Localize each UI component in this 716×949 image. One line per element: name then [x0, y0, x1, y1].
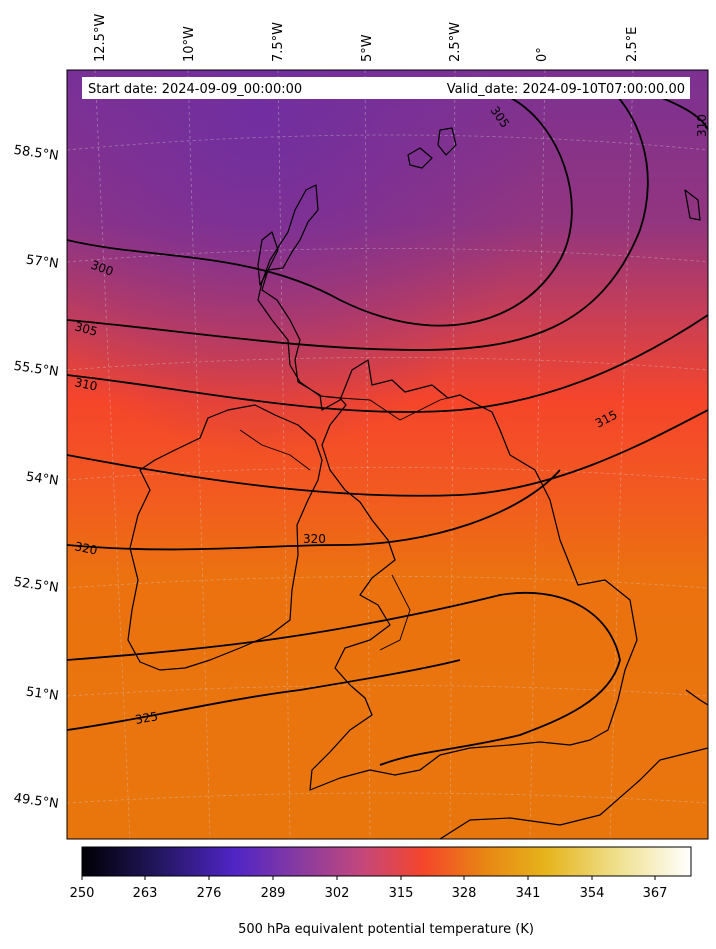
gridline-lon-12.5w	[94, 70, 131, 839]
cb-label-289: 289	[261, 886, 286, 901]
lat-label-55.5n: 55.5°N	[13, 359, 60, 380]
contour-label-310: 310	[73, 375, 98, 393]
cb-label-302: 302	[325, 886, 350, 901]
gridline-lon-5w	[364, 70, 371, 839]
lat-label-49.5n: 49.5°N	[13, 791, 60, 812]
lat-label-52.5n: 52.5°N	[13, 575, 60, 596]
map-frame	[66, 69, 709, 840]
cb-label-315: 315	[389, 886, 414, 901]
lat-label-58.5n: 58.5°N	[13, 143, 60, 164]
gridline-lon-10w	[187, 70, 211, 839]
cb-label-341: 341	[516, 886, 541, 901]
contour-label-325: 325	[134, 709, 159, 727]
borders	[239, 394, 461, 651]
coastline-orkney	[407, 147, 433, 169]
coastline-netherlands	[685, 689, 708, 706]
colorbar-strip	[81, 846, 692, 877]
field-north-shading	[67, 70, 708, 839]
header-box	[82, 77, 690, 99]
colorbar-ticks	[81, 876, 656, 880]
graticule	[67, 70, 708, 839]
cb-label-354: 354	[580, 886, 605, 901]
gridline-lat-54	[67, 467, 708, 481]
gridline-lat-57	[67, 248, 708, 263]
lat-labels: 58.5°N 57°N 55.5°N 54°N 52.5°N 51°N 49.5…	[13, 143, 60, 812]
lon-label-2.5w: 2.5°W	[448, 22, 463, 62]
gridline-lat-52.5	[67, 576, 708, 589]
lat-label-51n: 51°N	[25, 685, 60, 704]
contour-label-320: 320	[73, 539, 98, 557]
contour-label-305: 305	[73, 319, 99, 338]
lon-label-10w: 10°W	[182, 26, 197, 62]
contour-305	[67, 79, 649, 351]
coastline-shetland	[437, 127, 457, 156]
coastline-hebrides	[257, 231, 279, 286]
lon-labels: 12.5°W 10°W 7.5°W 5°W 2.5°W 0° 2.5°E	[93, 14, 640, 62]
gridline-lat-55.5	[67, 357, 708, 371]
coastline-norway	[684, 189, 701, 221]
cb-label-367: 367	[643, 886, 668, 901]
contour-label-320-mid: 320	[303, 532, 326, 546]
cb-label-276: 276	[197, 886, 222, 901]
lon-label-0: 0°	[535, 47, 550, 62]
colorbar-title: 500 hPa equivalent potential temperature…	[238, 922, 534, 937]
cb-label-250: 250	[70, 886, 95, 901]
contour-325	[67, 659, 461, 731]
gridline-lat-58.5	[67, 134, 708, 151]
gridline-lon-7.5w	[277, 70, 291, 839]
contour-label-310-east: 310	[695, 114, 709, 137]
start-date: Start date: 2024-09-09_00:00:00	[88, 82, 302, 97]
contour-320	[67, 469, 561, 551]
cb-label-328: 328	[452, 886, 477, 901]
contour-310	[67, 314, 708, 413]
gridline-lon-2.5w	[449, 70, 456, 839]
lon-label-12.5w: 12.5°W	[93, 14, 108, 62]
border-scotland-england	[339, 394, 461, 421]
contour-320-south	[67, 591, 621, 766]
lon-label-2.5e: 2.5°E	[625, 27, 640, 62]
border-wales-england	[379, 574, 411, 651]
gridline-lon-2.5e	[609, 70, 634, 839]
contours	[67, 79, 708, 766]
lat-label-54n: 54°N	[25, 470, 60, 489]
lon-label-5w: 5°W	[360, 34, 375, 62]
coastline-france	[439, 747, 708, 839]
contour-315	[67, 409, 708, 497]
coastline-ireland	[127, 404, 323, 671]
lon-label-7.5w: 7.5°W	[271, 22, 286, 62]
contour-300	[67, 94, 573, 327]
map-panel	[67, 70, 708, 839]
valid-date: Valid_date: 2024-09-10T07:00:00.00	[447, 82, 685, 97]
lat-label-57n: 57°N	[25, 253, 60, 272]
border-northern-ireland	[239, 429, 311, 471]
cb-label-263: 263	[133, 886, 158, 901]
gridline-lat-51	[67, 685, 708, 697]
colorbar: 250 263 276 289 302 315 328 341 354 367 …	[70, 846, 692, 937]
gridline-lon-0	[529, 70, 546, 839]
gridline-lat-49.5	[67, 792, 708, 804]
